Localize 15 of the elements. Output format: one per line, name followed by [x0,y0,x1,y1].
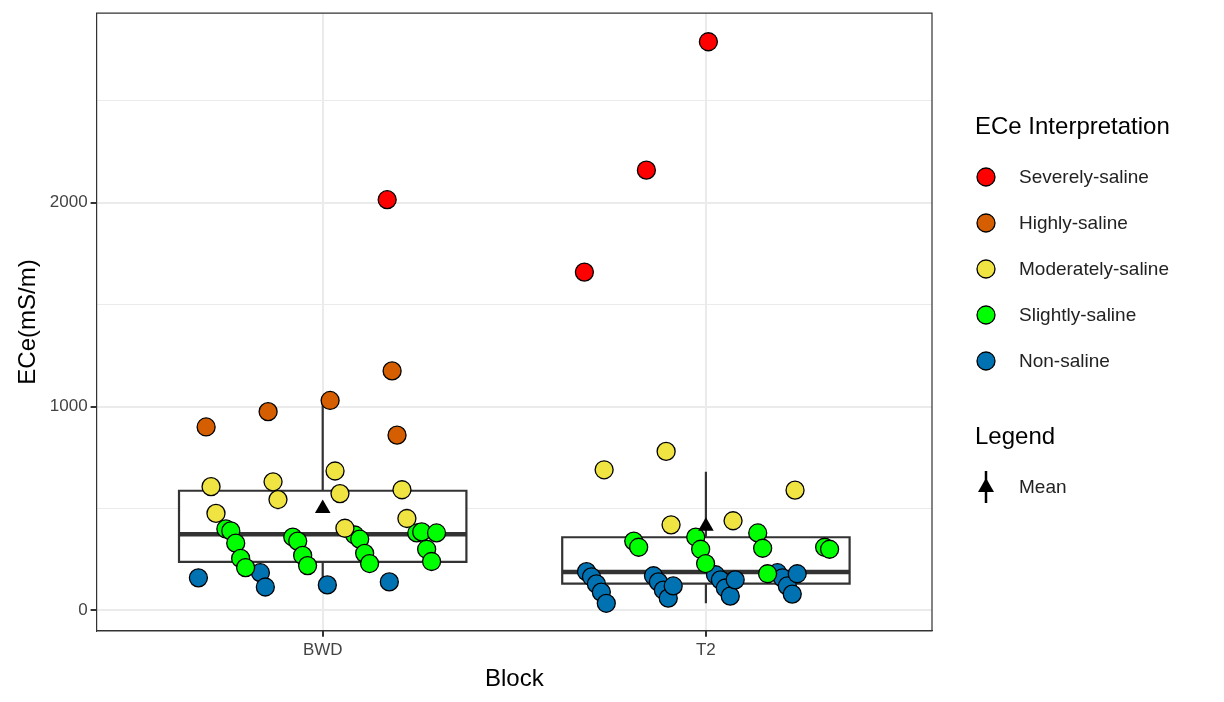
text: Legend [975,422,1057,450]
y-tick-label: 0 [78,600,88,620]
y-tick-label: 1000 [49,396,88,416]
y-axis-title: ECe(mS/m) [13,259,41,385]
legend-label: Severely-saline [1019,166,1149,188]
x-tick-label: T2 [695,639,716,659]
y-tick-label: 2000 [49,192,88,212]
legend-label: Highly-saline [1019,212,1128,234]
legend-label: Moderately-saline [1019,258,1169,280]
legend-label: Non-saline [1019,350,1110,372]
legend-label: Slightly-saline [1019,304,1137,326]
legend-title: ECe Interpretation [975,112,1170,140]
x-tick-label: BWD [302,639,343,659]
legend-label: Mean [1019,476,1067,498]
x-axis-title: Block [484,664,545,692]
